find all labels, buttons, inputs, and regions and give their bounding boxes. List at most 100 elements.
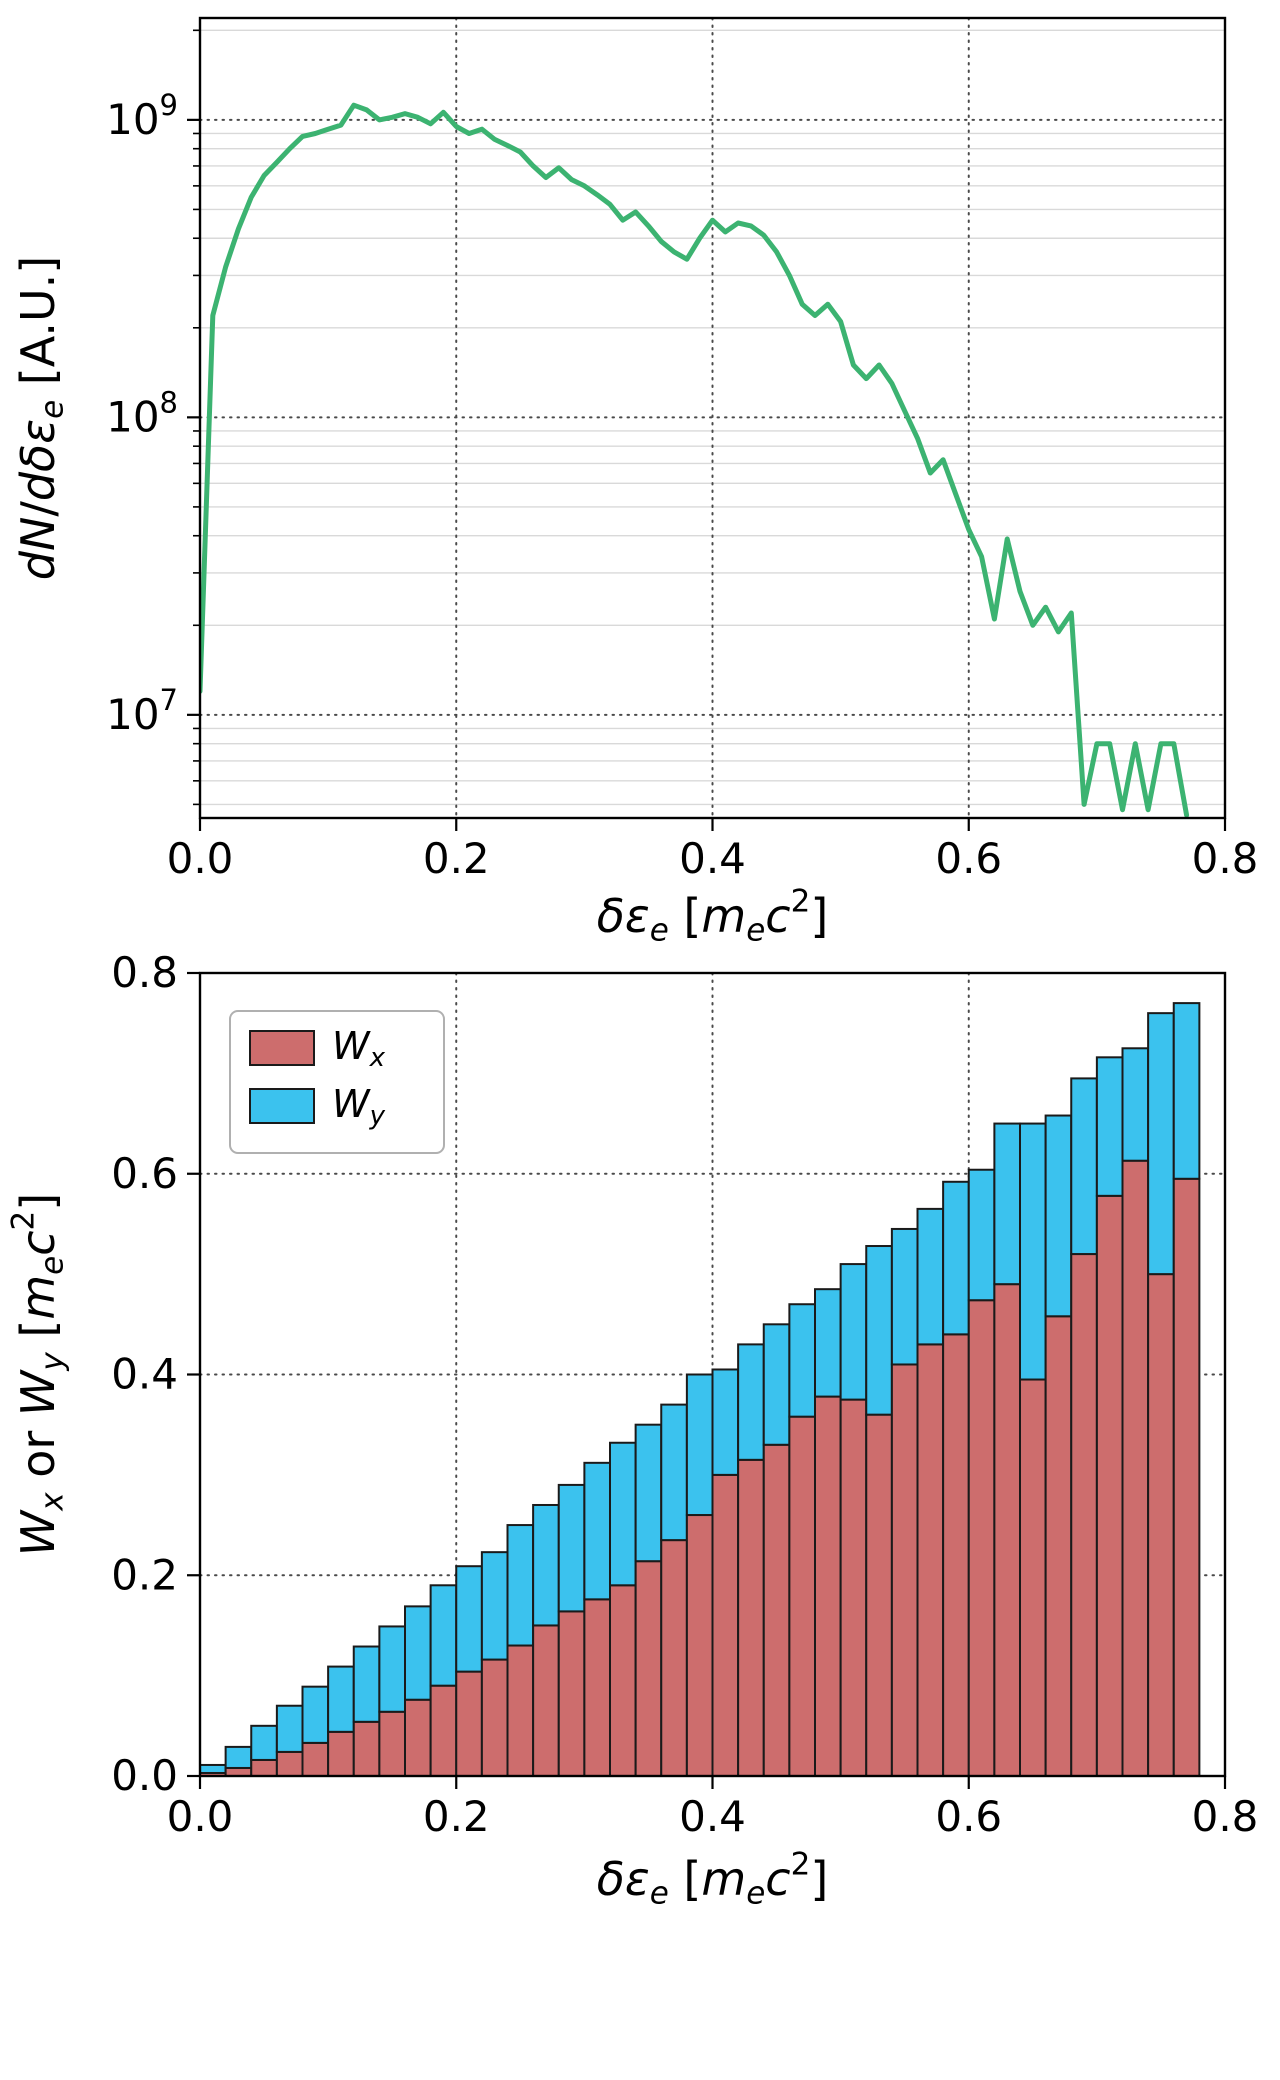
bar-wy [506, 1524, 535, 1647]
bar-wy [711, 1368, 740, 1476]
bar-wx [224, 1766, 253, 1777]
bar-wx [916, 1343, 945, 1777]
bar-wy [762, 1323, 791, 1446]
x-tick-label: 0.8 [1192, 1792, 1259, 1841]
bar-wy [993, 1122, 1021, 1286]
bar-wx [634, 1560, 663, 1778]
bar-wx [788, 1415, 816, 1777]
x-tick-label: 0.6 [935, 834, 1002, 883]
bar-wy [1095, 1056, 1124, 1197]
bar-wx [275, 1750, 304, 1777]
bar-wx [1121, 1159, 1150, 1778]
y-tick-label: 0.2 [111, 1550, 178, 1599]
bar-wy [455, 1565, 483, 1673]
x-tick-label: 0.2 [423, 1792, 490, 1841]
bar-wx [993, 1283, 1021, 1777]
bar-wy [199, 1763, 227, 1774]
bar-wx [532, 1624, 560, 1777]
legend-swatch [249, 1030, 315, 1066]
y-axis-label: Wx or Wy [mec2] [5, 1193, 70, 1556]
x-tick-label: 0.0 [167, 1792, 234, 1841]
bar-wy [788, 1303, 816, 1418]
bar-wy [942, 1180, 970, 1336]
bar-wx [327, 1730, 355, 1778]
bar-wy [890, 1227, 919, 1366]
bar-wx [890, 1363, 919, 1777]
bar-wy [916, 1207, 945, 1346]
bar-wx [1095, 1194, 1124, 1777]
bar-wx [737, 1458, 765, 1777]
bar-wx [378, 1710, 406, 1778]
x-axis-label: δεe [mec2] [597, 1846, 829, 1911]
legend-label: Wx [332, 1024, 386, 1073]
y-tick-label: 0.6 [111, 1149, 178, 1198]
bar-wy [865, 1245, 893, 1416]
bar-wy [352, 1645, 381, 1723]
bar-wy [839, 1263, 868, 1401]
y-tick-label: 109 [106, 88, 178, 144]
bar-wy [301, 1685, 330, 1744]
spectrum-line [200, 102, 1190, 818]
bar-wx [839, 1398, 868, 1777]
bar-wx [301, 1741, 330, 1777]
bar-wy [1172, 1002, 1201, 1180]
bar-wx [711, 1473, 740, 1777]
bar-wx [429, 1684, 458, 1777]
bar-wy [1044, 1114, 1073, 1318]
bar-wx [1019, 1378, 1047, 1777]
bar-wy [609, 1441, 637, 1587]
bar-wx [404, 1698, 432, 1778]
bar-wx [967, 1299, 996, 1777]
bar-wx [1147, 1273, 1175, 1777]
bar-wx [352, 1720, 381, 1777]
bar-wy [250, 1724, 278, 1761]
bar-wx [1044, 1315, 1073, 1777]
bar-wx [1070, 1253, 1098, 1777]
bar-wy [1147, 1012, 1175, 1276]
bar-wy [583, 1461, 611, 1601]
bar-wx [455, 1670, 483, 1777]
bar-wy [429, 1584, 458, 1687]
bar-wx [1172, 1177, 1201, 1778]
bar-wy [634, 1423, 663, 1563]
bar-wy [557, 1483, 586, 1613]
x-tick-label: 0.4 [679, 834, 746, 883]
y-tick-label: 0.0 [111, 1751, 178, 1800]
bar-wy [1121, 1047, 1150, 1162]
bar-wx [583, 1598, 611, 1778]
bar-wx [557, 1610, 586, 1778]
electron-spectrum-line-chart: 0.0 0.2 0.4 0.6 0.8 107 108 109 δεe [mec2] dN/dδε… [11, 16, 1258, 948]
bar-wx [506, 1644, 535, 1778]
work-partition-stacked-bar-chart: 0.0 0.2 0.4 0.6 0.8 0.0 0.2 0.4 0.6 0.8 Wx Wy δεe [m… [5, 950, 1259, 1911]
legend-label: Wy [332, 1082, 386, 1131]
bar-wx [942, 1333, 970, 1777]
x-tick-label: 0.0 [167, 834, 234, 883]
bar-wx [814, 1395, 842, 1777]
bar-wy [737, 1343, 765, 1461]
x-tick-label: 0.2 [423, 834, 490, 883]
x-tick-label: 0.4 [679, 1792, 746, 1841]
legend-swatch [249, 1088, 315, 1124]
legend: Wx Wy [229, 1010, 445, 1154]
y-axis-label: dN/dδεe [A.U.] [11, 256, 70, 581]
y-tick-label: 107 [106, 683, 178, 739]
bar-wx [480, 1658, 509, 1777]
bar-wx [865, 1413, 893, 1777]
y-tick-label: 0.4 [111, 1350, 178, 1399]
bar-wy [224, 1745, 253, 1769]
bar-wy [404, 1605, 432, 1701]
bar-wy [532, 1503, 560, 1627]
bar-wy [327, 1665, 355, 1733]
bar-wy [967, 1168, 996, 1302]
bar-wy [685, 1373, 714, 1517]
bar-wy [814, 1288, 842, 1398]
bar-wy [480, 1551, 509, 1661]
y-tick-label: 0.8 [111, 950, 178, 997]
bar-wy [660, 1403, 688, 1542]
x-axis-label: δεe [mec2] [597, 883, 829, 948]
bar-wx [685, 1514, 714, 1778]
bar-wy [275, 1704, 304, 1753]
y-tick-label: 108 [106, 385, 178, 441]
bar-wx [609, 1584, 637, 1777]
